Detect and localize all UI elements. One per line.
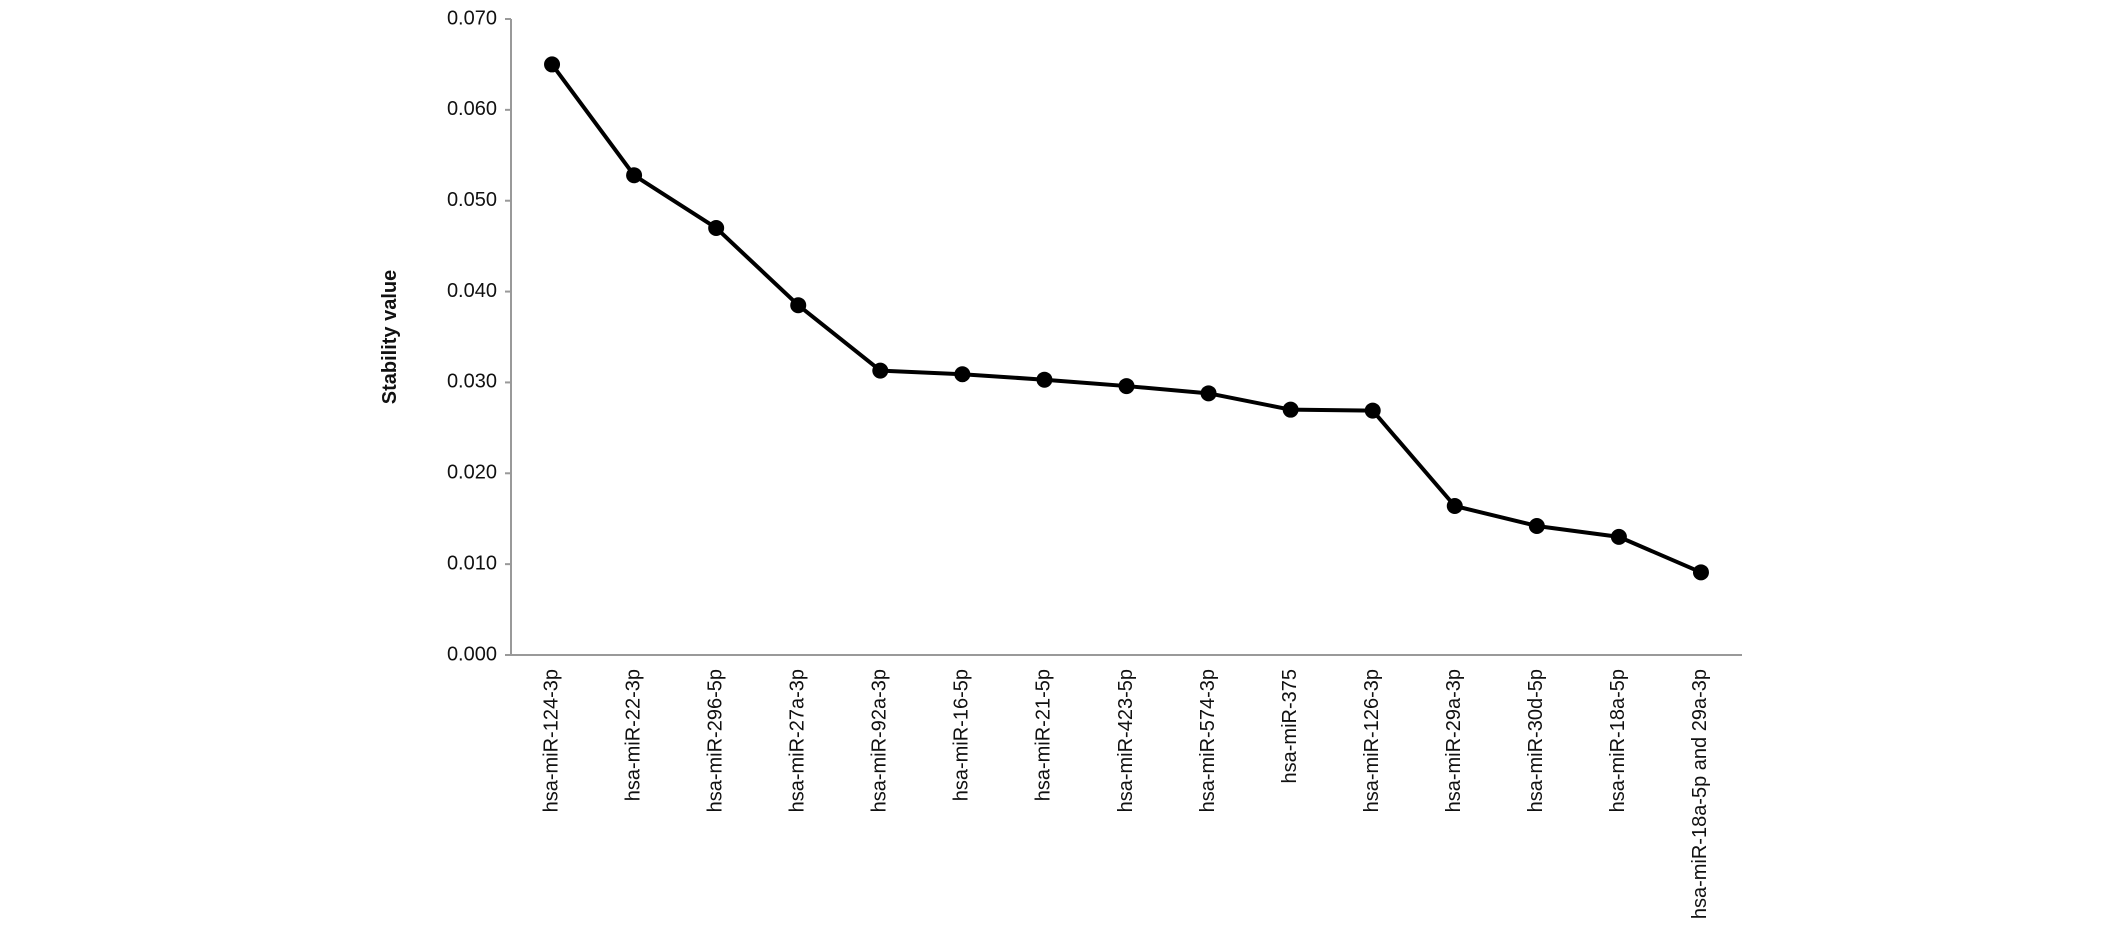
y-tick-label: 0.040	[447, 280, 497, 302]
point	[790, 297, 807, 314]
point	[1364, 402, 1381, 419]
y-tick-label: 0.020	[447, 462, 497, 484]
x-tick-label: hsa-miR-29a-3p	[1443, 669, 1465, 812]
point	[1036, 371, 1053, 388]
x-tick-label: hsa-miR-126-3p	[1361, 669, 1383, 812]
point	[954, 366, 971, 383]
point	[872, 362, 889, 379]
x-tick-label: hsa-miR-16-5p	[951, 669, 973, 801]
x-tick-label: hsa-miR-27a-3p	[787, 669, 809, 812]
point	[1610, 528, 1627, 545]
point	[1446, 497, 1463, 514]
x-tick-label: hsa-miR-18a-5p and 29a-3p	[1689, 669, 1711, 919]
x-tick-label: hsa-miR-124-3p	[540, 669, 562, 812]
y-tick-label: 0.010	[447, 552, 497, 574]
x-tick-label: hsa-miR-18a-5p	[1607, 669, 1629, 812]
y-tick-label: 0.070	[447, 7, 497, 29]
x-tick-label: hsa-miR-30d-5p	[1525, 669, 1547, 812]
x-tick-label: hsa-miR-21-5p	[1033, 669, 1055, 801]
y-tick-label: 0.060	[447, 98, 497, 120]
x-tick-label: hsa-miR-423-5p	[1115, 669, 1137, 812]
point	[1692, 564, 1709, 581]
y-tick-label: 0.030	[447, 371, 497, 393]
point	[1282, 401, 1299, 418]
point	[1528, 517, 1545, 534]
point	[626, 167, 643, 184]
point	[708, 219, 725, 236]
x-tick-label: hsa-miR-92a-3p	[869, 669, 891, 812]
x-tick-label: hsa-miR-375	[1279, 669, 1301, 783]
y-tick-label: 0.000	[447, 643, 497, 665]
point	[1118, 378, 1135, 395]
x-tick-label: hsa-miR-574-3p	[1197, 669, 1219, 812]
x-tick-label: hsa-miR-22-3p	[622, 669, 644, 801]
y-axis-title: Stability value	[379, 270, 401, 405]
point	[1200, 385, 1217, 402]
line	[550, 63, 1702, 575]
x-tick-label: hsa-miR-296-5p	[704, 669, 726, 812]
y-tick-label: 0.050	[447, 189, 497, 211]
point	[544, 56, 561, 73]
